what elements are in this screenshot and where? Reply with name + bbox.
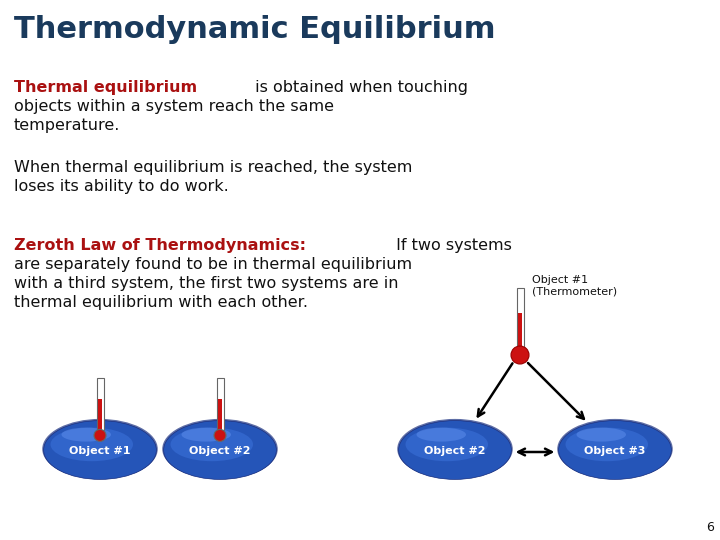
Circle shape (511, 346, 529, 364)
Ellipse shape (577, 428, 626, 442)
Ellipse shape (399, 421, 511, 480)
Text: Object #2: Object #2 (424, 447, 486, 456)
Ellipse shape (559, 421, 671, 480)
Ellipse shape (557, 419, 672, 479)
Ellipse shape (163, 421, 276, 480)
Text: Object #2: Object #2 (189, 447, 251, 456)
Text: Object #1: Object #1 (69, 447, 131, 456)
Ellipse shape (405, 428, 488, 461)
Ellipse shape (61, 428, 111, 442)
Circle shape (514, 349, 526, 361)
Text: temperature.: temperature. (14, 118, 120, 133)
Text: are separately found to be in thermal equilibrium: are separately found to be in thermal eq… (14, 257, 412, 272)
Bar (96, 379, 104, 430)
Text: with a third system, the first two systems are in: with a third system, the first two syste… (14, 276, 398, 291)
Text: is obtained when touching: is obtained when touching (251, 80, 468, 95)
Ellipse shape (50, 428, 133, 461)
Ellipse shape (44, 421, 156, 480)
Bar (518, 313, 522, 350)
Circle shape (214, 429, 226, 441)
Text: When thermal equilibrium is reached, the system: When thermal equilibrium is reached, the… (14, 160, 413, 175)
Bar (98, 399, 102, 430)
Text: Object #3: Object #3 (585, 447, 646, 456)
Text: Thermal equilibrium: Thermal equilibrium (14, 80, 197, 95)
Text: Object #1
(Thermometer): Object #1 (Thermometer) (532, 275, 617, 296)
Text: thermal equilibrium with each other.: thermal equilibrium with each other. (14, 295, 308, 310)
Ellipse shape (565, 428, 648, 461)
Text: objects within a system reach the same: objects within a system reach the same (14, 99, 334, 114)
Ellipse shape (171, 428, 253, 461)
Text: loses its ability to do work.: loses its ability to do work. (14, 179, 229, 194)
Ellipse shape (416, 428, 466, 442)
Text: Zeroth Law of Thermodynamics:: Zeroth Law of Thermodynamics: (14, 238, 306, 253)
Ellipse shape (397, 419, 513, 479)
Circle shape (94, 429, 106, 441)
Bar (217, 379, 223, 430)
Text: If two systems: If two systems (391, 238, 512, 253)
Ellipse shape (42, 419, 158, 479)
Ellipse shape (181, 428, 231, 442)
Text: Thermodynamic Equilibrium: Thermodynamic Equilibrium (14, 15, 495, 44)
Ellipse shape (162, 419, 278, 479)
Bar (217, 399, 222, 430)
Bar (516, 288, 523, 350)
Text: 6: 6 (706, 521, 714, 534)
